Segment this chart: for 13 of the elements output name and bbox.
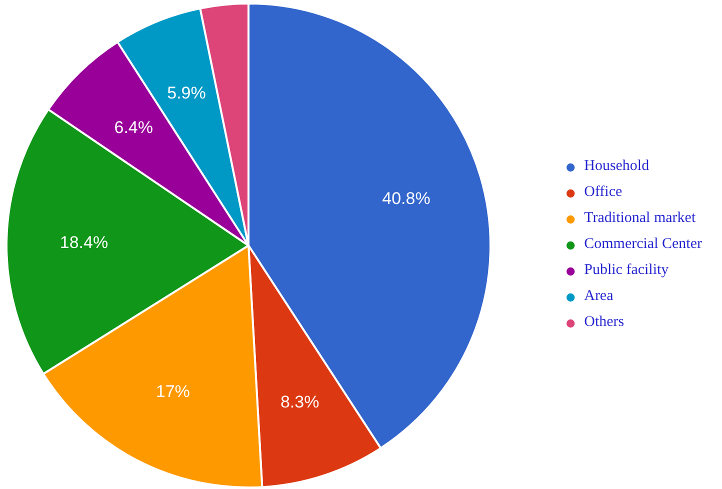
data-label: 17%	[156, 382, 190, 402]
legend-label: Office	[584, 184, 622, 201]
data-label: 8.3%	[280, 392, 320, 412]
data-label: 5.9%	[167, 84, 206, 103]
data-label: 40.8%	[382, 189, 430, 208]
legend-label: Area	[584, 288, 614, 305]
legend-label: Commercial Center	[584, 236, 702, 253]
legend-label: Others	[584, 314, 624, 331]
legend-label: Household	[584, 158, 650, 175]
data-label: 6.4%	[114, 118, 153, 138]
legend-label: Traditional market	[584, 210, 696, 227]
legend-label: Public facility	[584, 262, 669, 279]
data-label: 18.4%	[60, 232, 108, 252]
